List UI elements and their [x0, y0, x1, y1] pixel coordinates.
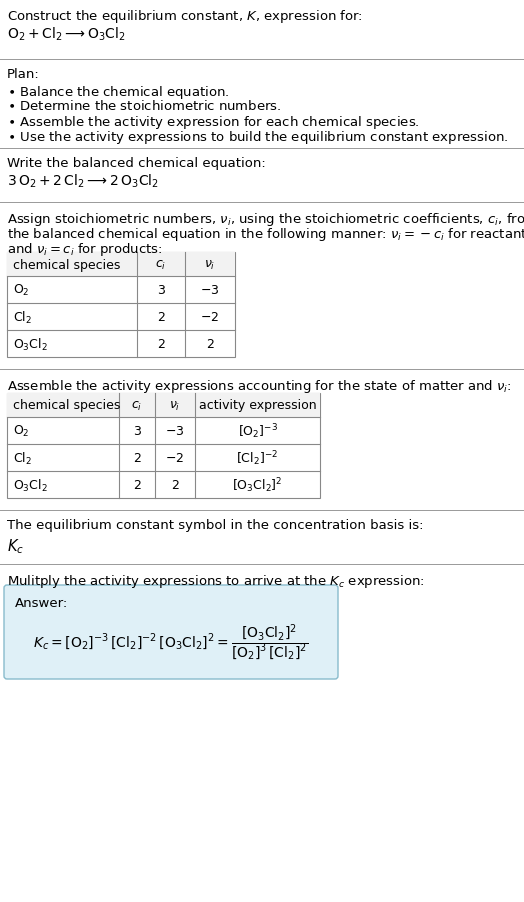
Text: $\bullet$ Determine the stoichiometric numbers.: $\bullet$ Determine the stoichiometric n… [7, 99, 281, 113]
Text: 3: 3 [157, 284, 165, 297]
Text: $\mathrm{O_2}$: $\mathrm{O_2}$ [13, 282, 29, 298]
Text: $\mathrm{O_3Cl_2}$: $\mathrm{O_3Cl_2}$ [13, 336, 48, 352]
Text: $-2$: $-2$ [201, 310, 220, 324]
Text: $\nu_i$: $\nu_i$ [169, 399, 181, 412]
Text: Plan:: Plan: [7, 68, 40, 81]
Text: 3: 3 [133, 425, 141, 437]
Text: $c_i$: $c_i$ [132, 399, 143, 412]
Text: chemical species: chemical species [13, 258, 121, 272]
Text: Answer:: Answer: [15, 596, 68, 610]
Text: chemical species: chemical species [13, 399, 121, 412]
Text: $[\mathrm{O_2}]^{-3}$: $[\mathrm{O_2}]^{-3}$ [237, 421, 278, 440]
Text: $3\,\mathrm{O_2} + 2\,\mathrm{Cl_2} \longrightarrow 2\,\mathrm{O_3Cl_2}$: $3\,\mathrm{O_2} + 2\,\mathrm{Cl_2} \lon… [7, 173, 159, 190]
Text: Assemble the activity expressions accounting for the state of matter and $\nu_i$: Assemble the activity expressions accoun… [7, 378, 512, 394]
Text: $\mathrm{Cl_2}$: $\mathrm{Cl_2}$ [13, 309, 32, 326]
Text: $\mathrm{Cl_2}$: $\mathrm{Cl_2}$ [13, 450, 32, 466]
Text: and $\nu_i = c_i$ for products:: and $\nu_i = c_i$ for products: [7, 241, 162, 258]
Text: $[\mathrm{O_3Cl_2}]^{2}$: $[\mathrm{O_3Cl_2}]^{2}$ [232, 475, 283, 494]
Text: Write the balanced chemical equation:: Write the balanced chemical equation: [7, 157, 266, 170]
Text: $-3$: $-3$ [200, 284, 220, 297]
Text: Assign stoichiometric numbers, $\nu_i$, using the stoichiometric coefficients, $: Assign stoichiometric numbers, $\nu_i$, … [7, 211, 524, 227]
Text: $K_c$: $K_c$ [7, 537, 24, 555]
Text: $\bullet$ Assemble the activity expression for each chemical species.: $\bullet$ Assemble the activity expressi… [7, 114, 420, 131]
Text: $\bullet$ Balance the chemical equation.: $\bullet$ Balance the chemical equation. [7, 84, 230, 101]
Text: the balanced chemical equation in the following manner: $\nu_i = -c_i$ for react: the balanced chemical equation in the fo… [7, 226, 524, 243]
Text: $[\mathrm{Cl_2}]^{-2}$: $[\mathrm{Cl_2}]^{-2}$ [236, 448, 279, 467]
Bar [7, 253, 235, 357]
Bar [7, 393, 320, 418]
Text: $\nu_i$: $\nu_i$ [204, 258, 216, 272]
Text: 2: 2 [206, 337, 214, 351]
Bar [7, 253, 235, 277]
Bar [7, 393, 320, 499]
FancyBboxPatch shape [4, 585, 338, 679]
Text: $c_i$: $c_i$ [156, 258, 167, 272]
Text: $\bullet$ Use the activity expressions to build the equilibrium constant express: $\bullet$ Use the activity expressions t… [7, 129, 508, 146]
Text: The equilibrium constant symbol in the concentration basis is:: The equilibrium constant symbol in the c… [7, 519, 423, 531]
Text: Construct the equilibrium constant, $K$, expression for:: Construct the equilibrium constant, $K$,… [7, 8, 363, 25]
Text: $-2$: $-2$ [166, 452, 184, 465]
Text: activity expression: activity expression [199, 399, 316, 412]
Text: $\mathrm{O_3Cl_2}$: $\mathrm{O_3Cl_2}$ [13, 477, 48, 493]
Text: Mulitply the activity expressions to arrive at the $K_c$ expression:: Mulitply the activity expressions to arr… [7, 573, 425, 589]
Text: 2: 2 [171, 478, 179, 492]
Text: 2: 2 [157, 337, 165, 351]
Text: 2: 2 [133, 478, 141, 492]
Text: $-3$: $-3$ [165, 425, 184, 437]
Text: 2: 2 [133, 452, 141, 465]
Text: 2: 2 [157, 310, 165, 324]
Text: $\mathrm{O_2 + Cl_2 \longrightarrow O_3Cl_2}$: $\mathrm{O_2 + Cl_2 \longrightarrow O_3C… [7, 26, 126, 43]
Text: $K_c = [\mathrm{O_2}]^{-3}\,[\mathrm{Cl_2}]^{-2}\,[\mathrm{O_3Cl_2}]^{2} = \dfra: $K_c = [\mathrm{O_2}]^{-3}\,[\mathrm{Cl_… [34, 622, 309, 662]
Text: $\mathrm{O_2}$: $\mathrm{O_2}$ [13, 423, 29, 438]
